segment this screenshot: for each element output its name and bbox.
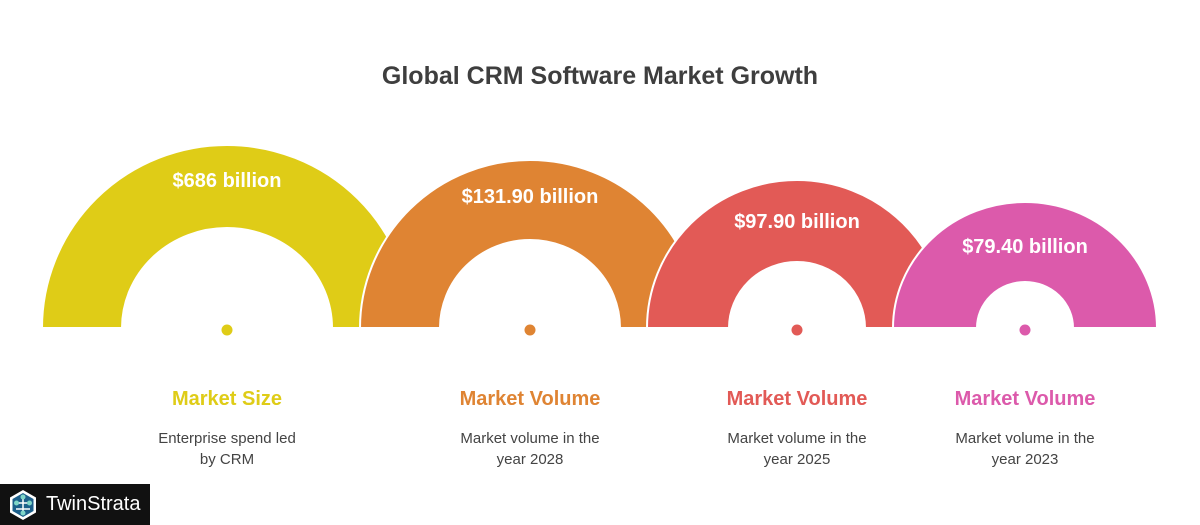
center-dot bbox=[791, 324, 803, 336]
description-line: Market volume in the bbox=[955, 430, 1095, 447]
description-line: Market volume in the bbox=[460, 430, 600, 447]
item-heading: Market Size bbox=[171, 388, 283, 410]
value-label: $79.40 billion bbox=[962, 236, 1088, 258]
value-label: $97.90 billion bbox=[734, 211, 860, 233]
page-title: Global CRM Software Market Growth bbox=[381, 62, 819, 90]
item-description: Market volume in the year 2028 bbox=[435, 428, 625, 470]
item-heading: Market Volume bbox=[459, 388, 601, 410]
item-description: Market volume in the year 2023 bbox=[930, 428, 1120, 470]
value-label: $131.90 billion bbox=[461, 186, 599, 208]
description-line: year 2025 bbox=[763, 451, 831, 468]
item-heading: Market Volume bbox=[726, 388, 868, 410]
description-line: by CRM bbox=[199, 451, 255, 468]
semicircle-4 bbox=[891, 201, 1159, 329]
logo: TwinStrata bbox=[0, 484, 150, 525]
logo-text: TwinStrata bbox=[46, 493, 141, 515]
center-dot bbox=[524, 324, 536, 336]
item-heading: Market Volume bbox=[954, 388, 1096, 410]
description-line: year 2023 bbox=[991, 451, 1059, 468]
value-label: $686 billion bbox=[172, 170, 282, 192]
item-description: Market volume in the year 2025 bbox=[702, 428, 892, 470]
description-line: Market volume in the bbox=[727, 430, 867, 447]
network-hexagon-icon bbox=[10, 489, 36, 520]
center-dot bbox=[1019, 324, 1031, 336]
description-line: year 2028 bbox=[496, 451, 564, 468]
description-line: Enterprise spend led bbox=[158, 430, 296, 447]
item-description: Enterprise spend led by CRM bbox=[132, 428, 322, 470]
center-dot bbox=[221, 324, 233, 336]
